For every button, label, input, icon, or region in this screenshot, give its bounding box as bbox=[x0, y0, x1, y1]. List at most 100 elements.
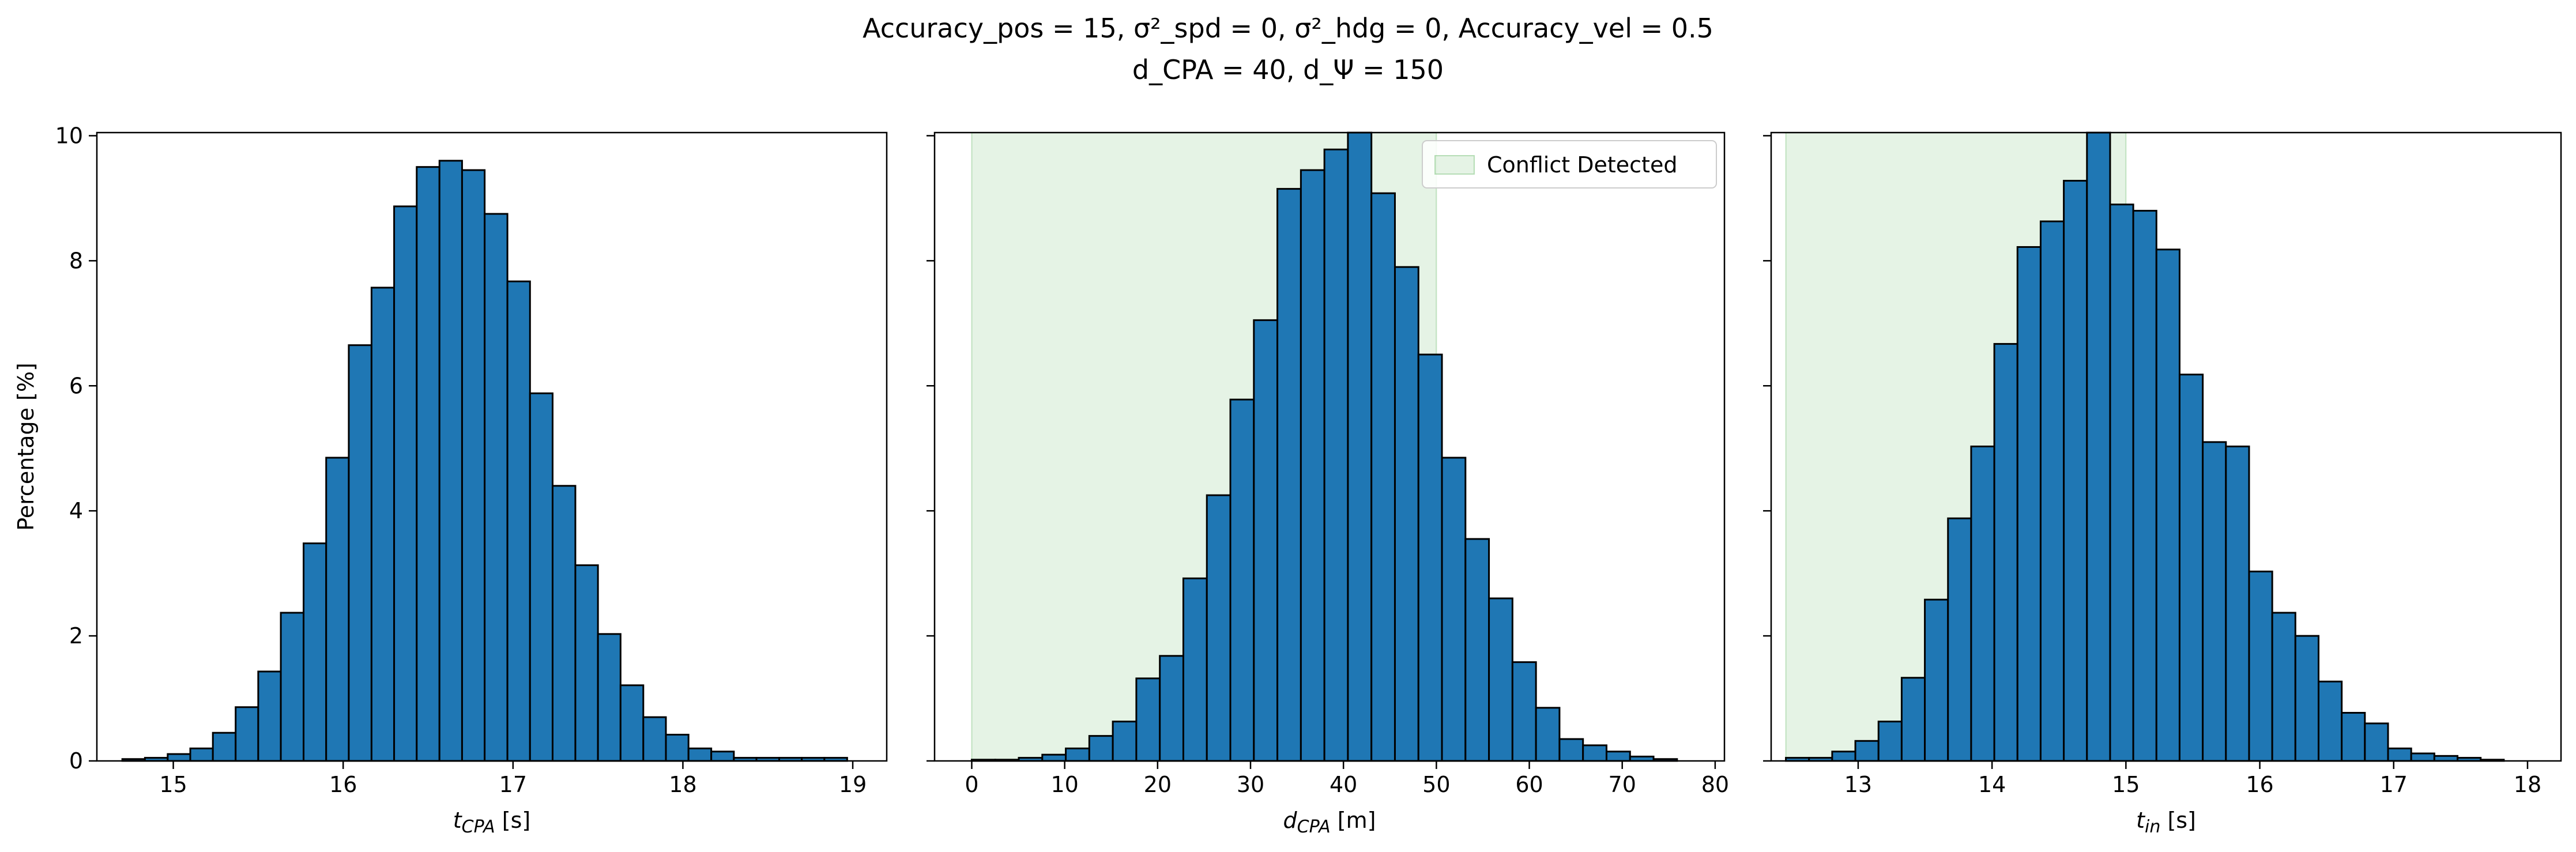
histogram-bar bbox=[665, 733, 690, 762]
x-tick-label: 40 bbox=[1330, 772, 1357, 797]
histogram-bar bbox=[2155, 248, 2180, 762]
histogram-bar bbox=[484, 213, 509, 762]
histogram-bar bbox=[551, 485, 577, 762]
histogram-bar bbox=[710, 751, 735, 762]
subplot-1: 15 16 17 18 19 0 2 4 6 8 10 tCPA [s] Percentage [%] bbox=[13, 123, 888, 837]
axes-frame bbox=[1770, 131, 2562, 762]
legend-box bbox=[1422, 140, 1717, 189]
histogram-bar bbox=[687, 747, 713, 762]
histogram-bar bbox=[2317, 680, 2343, 762]
x-axis-label: dCPA [m] bbox=[1283, 808, 1376, 837]
legend-swatch bbox=[1434, 155, 1475, 175]
x-tick-label: 19 bbox=[839, 772, 867, 797]
histogram-bar bbox=[393, 205, 418, 762]
x-tick-label: 80 bbox=[1701, 772, 1729, 797]
histogram-bar bbox=[1206, 494, 1231, 762]
histogram-bar bbox=[2364, 722, 2389, 762]
histogram-bar bbox=[2225, 445, 2250, 762]
histogram-bar bbox=[1347, 131, 1373, 762]
histogram-bar bbox=[1924, 598, 1949, 762]
histogram-bar bbox=[2086, 131, 2111, 762]
histogram-bar bbox=[1394, 266, 1419, 762]
figure-title-line-1-text: Accuracy_pos = 15, σ²_spd = 0, σ²_hdg = … bbox=[863, 13, 1713, 44]
histogram-bar bbox=[438, 160, 463, 762]
axes-frame bbox=[933, 131, 1726, 762]
histogram-bar bbox=[1065, 747, 1090, 762]
histogram-bar bbox=[1535, 707, 1561, 762]
histogram-bar bbox=[1229, 398, 1255, 762]
histogram-bar bbox=[1900, 677, 1926, 762]
histogram-bar bbox=[2387, 747, 2412, 762]
histogram-bar bbox=[1323, 148, 1349, 762]
histogram-bar bbox=[1112, 721, 1138, 762]
legend: Conflict Detected bbox=[1422, 140, 1717, 189]
histogram-bar bbox=[1947, 517, 1972, 762]
x-tick-label: 10 bbox=[1050, 772, 1078, 797]
histogram-bar bbox=[1464, 538, 1490, 762]
histogram-bar bbox=[1041, 753, 1067, 762]
x-tick-label: 20 bbox=[1144, 772, 1172, 797]
x-tick-label: 18 bbox=[2514, 772, 2541, 797]
histogram-bar bbox=[2341, 711, 2366, 762]
histogram-bar bbox=[1558, 738, 1584, 762]
histogram-bar bbox=[325, 457, 350, 762]
x-tick-label: 15 bbox=[159, 772, 187, 797]
histogram-bar bbox=[280, 612, 305, 762]
histogram-bar bbox=[235, 706, 259, 762]
histogram-bar bbox=[1088, 735, 1114, 762]
histogram-bar bbox=[2202, 441, 2227, 762]
histogram-bar bbox=[1441, 457, 1467, 762]
legend-label: Conflict Detected bbox=[1487, 152, 1677, 178]
x-tick-label: 70 bbox=[1609, 772, 1636, 797]
histogram-bar bbox=[1488, 597, 1513, 762]
histogram-bar bbox=[642, 716, 667, 762]
histogram-bar bbox=[1511, 661, 1537, 762]
histogram-bar bbox=[461, 169, 486, 762]
histogram-bar bbox=[2039, 220, 2065, 762]
y-tick-label: 6 bbox=[69, 373, 83, 398]
histogram-bar bbox=[1970, 445, 1995, 762]
x-tick-label: 30 bbox=[1237, 772, 1264, 797]
axes-frame bbox=[96, 131, 888, 762]
histogram-bar bbox=[1854, 740, 1880, 762]
x-tick-label: 16 bbox=[329, 772, 357, 797]
y-tick-label: 4 bbox=[69, 498, 83, 523]
histogram-bar bbox=[2132, 210, 2157, 762]
histogram-bar bbox=[1993, 343, 2018, 762]
x-tick-label: 0 bbox=[965, 772, 978, 797]
histogram-bar bbox=[370, 286, 396, 762]
histogram-bar bbox=[416, 166, 440, 762]
histogram-bar bbox=[1370, 192, 1396, 762]
x-tick-label: 18 bbox=[669, 772, 696, 797]
x-tick-label: 16 bbox=[2246, 772, 2273, 797]
histogram-bar bbox=[1417, 353, 1443, 762]
histogram-bar bbox=[2271, 612, 2296, 762]
histogram-bar bbox=[348, 344, 372, 762]
y-tick-label: 2 bbox=[69, 623, 83, 649]
histogram-bar bbox=[1276, 188, 1302, 762]
histogram-bar bbox=[1135, 677, 1161, 762]
histogram-bar bbox=[574, 564, 599, 762]
histogram-bar bbox=[1582, 744, 1607, 762]
subplot-3: 13 14 15 16 17 18 tin [s] bbox=[1763, 131, 2562, 837]
histogram-bar bbox=[2016, 246, 2042, 762]
histogram-bar bbox=[189, 747, 214, 762]
x-tick-label: 17 bbox=[2380, 772, 2408, 797]
x-tick-label: 50 bbox=[1422, 772, 1450, 797]
histogram-bar bbox=[2433, 755, 2459, 762]
histogram-bar bbox=[619, 684, 645, 762]
histogram-bar bbox=[1605, 751, 1631, 762]
x-tick-label: 13 bbox=[1844, 772, 1872, 797]
histogram-bar bbox=[2294, 635, 2319, 762]
x-tick-label: 15 bbox=[2112, 772, 2140, 797]
x-tick-label: 14 bbox=[1978, 772, 2006, 797]
x-tick-label: 60 bbox=[1515, 772, 1543, 797]
y-tick-label: 10 bbox=[55, 123, 83, 148]
histogram-bar bbox=[506, 280, 531, 762]
histogram-bar bbox=[1182, 577, 1208, 762]
histogram-bar bbox=[212, 732, 237, 762]
histogram-bar bbox=[257, 670, 282, 762]
figure-title-line-2-text: d_CPA = 40, d_Ψ = 150 bbox=[1132, 54, 1444, 85]
y-axis-label: Percentage [%] bbox=[13, 363, 39, 531]
